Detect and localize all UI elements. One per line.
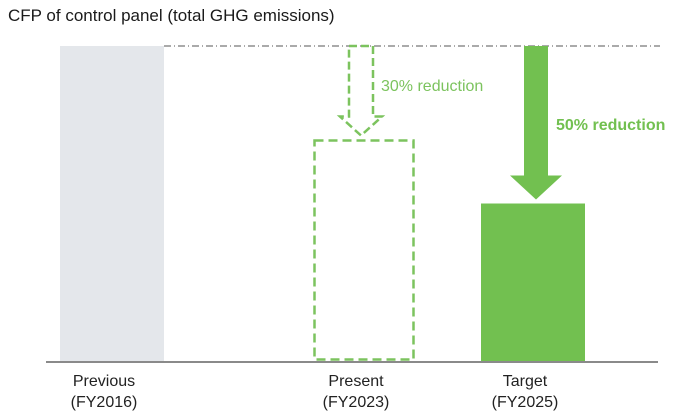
tick-label-0-line1: Previous — [73, 373, 135, 390]
annotation-1: 50% reduction — [556, 117, 665, 134]
chart-title: CFP of control panel (total GHG emission… — [8, 6, 335, 25]
tick-label-2-line1: Target — [503, 373, 548, 390]
reduction-arrow-present — [336, 44, 386, 138]
tick-label-0-line2: (FY2016) — [71, 394, 138, 411]
bar-2 — [481, 203, 585, 361]
tick-label-1-line2: (FY2023) — [323, 394, 390, 411]
bar-0 — [60, 46, 164, 361]
tick-label-1-line1: Present — [328, 373, 384, 390]
bar-1 — [313, 139, 415, 361]
tick-label-2-line2: (FY2025) — [492, 394, 559, 411]
reduction-arrow-target — [510, 46, 562, 200]
annotation-0: 30% reduction — [381, 78, 483, 95]
